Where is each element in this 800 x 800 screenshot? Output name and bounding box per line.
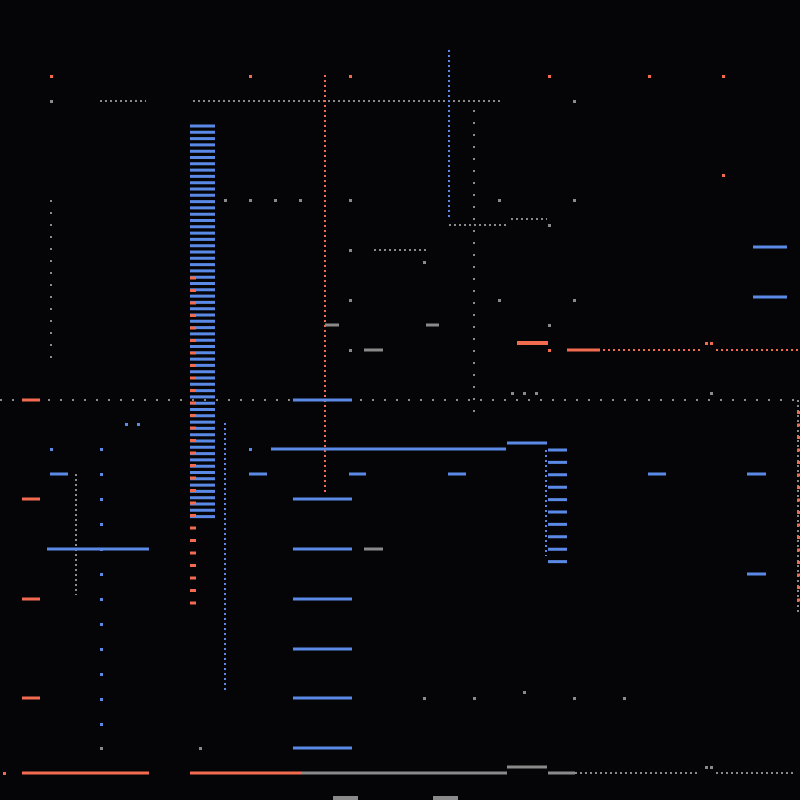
dot bbox=[100, 448, 103, 451]
dot bbox=[548, 324, 551, 327]
dot bbox=[797, 598, 800, 602]
dot bbox=[797, 548, 800, 552]
dot bbox=[274, 199, 277, 202]
dot bbox=[573, 100, 576, 103]
dot bbox=[100, 473, 103, 476]
dot bbox=[535, 392, 538, 395]
dot bbox=[100, 498, 103, 501]
dot bbox=[797, 536, 800, 539]
dot bbox=[473, 697, 476, 700]
dot bbox=[797, 436, 800, 439]
dot bbox=[797, 586, 800, 589]
dot bbox=[573, 697, 576, 700]
dot bbox=[548, 75, 551, 78]
dot bbox=[797, 486, 800, 489]
dot bbox=[349, 199, 352, 202]
dot bbox=[722, 174, 725, 177]
dot bbox=[523, 392, 526, 395]
dot bbox=[349, 75, 352, 78]
dot bbox=[100, 747, 103, 750]
dot bbox=[50, 100, 53, 103]
dot bbox=[137, 423, 140, 426]
dot bbox=[797, 511, 800, 514]
dot bbox=[125, 423, 128, 426]
dot bbox=[100, 648, 103, 651]
dot bbox=[797, 448, 800, 452]
dot bbox=[100, 698, 103, 701]
dot bbox=[299, 199, 302, 202]
dot bbox=[349, 299, 352, 302]
dot bbox=[423, 697, 426, 700]
dot bbox=[797, 461, 800, 464]
dot bbox=[573, 199, 576, 202]
dot bbox=[100, 673, 103, 676]
dot bbox=[100, 723, 103, 726]
dot bbox=[623, 697, 626, 700]
dot bbox=[50, 448, 53, 451]
dot bbox=[100, 598, 103, 601]
dot bbox=[797, 523, 800, 527]
dot bbox=[249, 448, 252, 451]
dot bbox=[224, 199, 227, 202]
dot bbox=[100, 573, 103, 576]
dot bbox=[498, 199, 501, 202]
dot bbox=[199, 747, 202, 750]
dot bbox=[50, 75, 53, 78]
dot bbox=[249, 199, 252, 202]
dot bbox=[797, 573, 800, 577]
dot bbox=[705, 342, 708, 345]
dot bbox=[710, 342, 713, 345]
dot bbox=[573, 299, 576, 302]
dot bbox=[249, 75, 252, 78]
dot bbox=[710, 766, 713, 769]
dot bbox=[548, 224, 551, 227]
dot bbox=[523, 691, 526, 694]
dot bbox=[349, 349, 352, 352]
dot bbox=[423, 261, 426, 264]
dot bbox=[797, 561, 800, 564]
dot bbox=[511, 392, 514, 395]
dot bbox=[349, 249, 352, 252]
dot bbox=[648, 75, 651, 78]
dot bbox=[722, 75, 725, 78]
dot bbox=[100, 523, 103, 526]
dot bbox=[797, 423, 800, 427]
dot bbox=[797, 411, 800, 414]
dot bbox=[498, 299, 501, 302]
dot bbox=[797, 498, 800, 502]
dot bbox=[3, 772, 6, 775]
dot bbox=[710, 392, 713, 395]
dot bbox=[797, 473, 800, 477]
dot bbox=[705, 766, 708, 769]
dot bbox=[548, 349, 551, 352]
dot bbox=[100, 623, 103, 626]
